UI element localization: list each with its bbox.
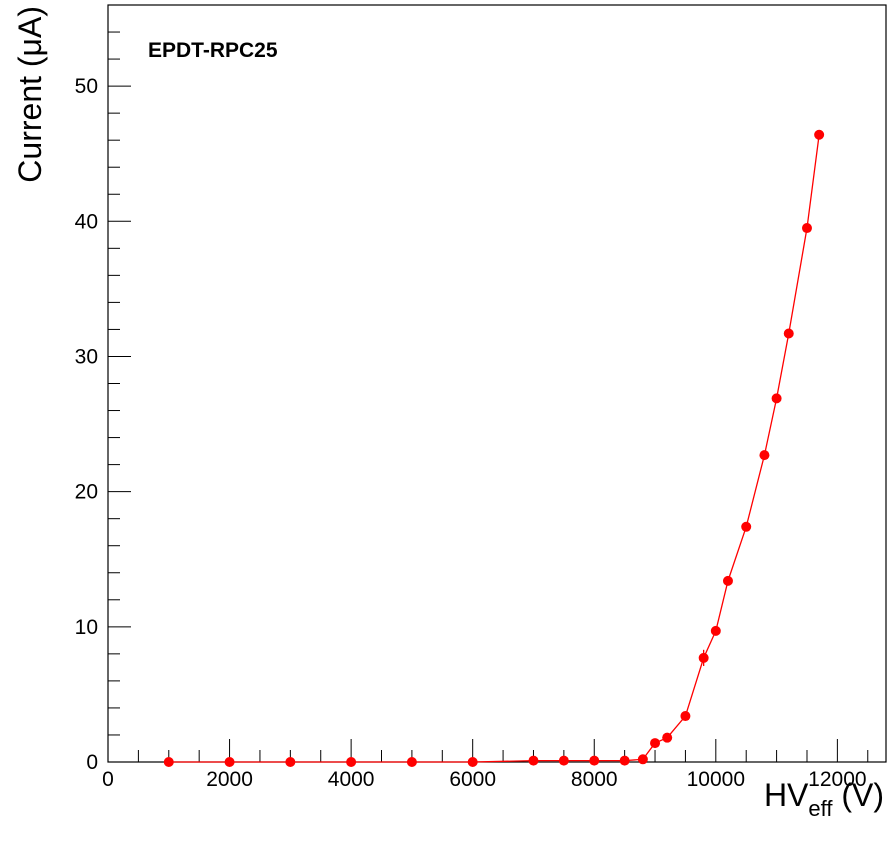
- data-point: [783, 328, 794, 339]
- plot-frame: [107, 4, 887, 763]
- data-point: [710, 625, 721, 636]
- x-tick-label: 8000: [571, 768, 618, 791]
- x-tick-label: 0: [102, 768, 114, 791]
- data-point: [801, 223, 812, 234]
- x-tick-label: 4000: [328, 768, 375, 791]
- y-tick-label: 40: [75, 210, 98, 233]
- data-point: [771, 393, 782, 404]
- data-point: [698, 652, 709, 663]
- data-point: [759, 450, 770, 461]
- x-tick-label: 6000: [449, 768, 496, 791]
- data-point: [680, 711, 691, 722]
- y-tick-label: 0: [86, 751, 98, 774]
- data-point: [558, 755, 569, 766]
- x-tick-label: 2000: [206, 768, 253, 791]
- data-series: [163, 129, 825, 767]
- data-point: [662, 732, 673, 743]
- data-point: [406, 757, 417, 767]
- data-point: [346, 757, 357, 767]
- y-axis-title: Current (μA): [12, 6, 48, 183]
- data-point: [722, 575, 733, 586]
- x-tick-label: 10000: [687, 768, 745, 791]
- data-point: [637, 754, 648, 765]
- y-tick-label: 30: [75, 345, 98, 368]
- data-point: [224, 757, 235, 767]
- axis-ticks: [107, 4, 869, 763]
- axis-tick-labels: 0 2000 4000 6000 8000 10000 12000 0 10 20 30 40 50: [75, 75, 867, 791]
- x-tick-label: 12000: [808, 768, 866, 791]
- data-point: [741, 521, 752, 532]
- data-point: [467, 757, 478, 767]
- y-tick-label: 50: [75, 75, 98, 98]
- y-tick-label: 20: [75, 481, 98, 504]
- y-tick-label: 10: [75, 616, 98, 639]
- data-point: [589, 755, 600, 766]
- data-point: [650, 738, 661, 749]
- chart-title: EPDT-RPC25: [148, 39, 278, 62]
- data-point: [814, 129, 825, 140]
- data-point: [285, 757, 296, 767]
- data-point: [619, 755, 630, 766]
- x-axis-title: HVeff (V): [764, 777, 884, 821]
- data-point: [528, 755, 539, 766]
- data-point: [163, 757, 174, 767]
